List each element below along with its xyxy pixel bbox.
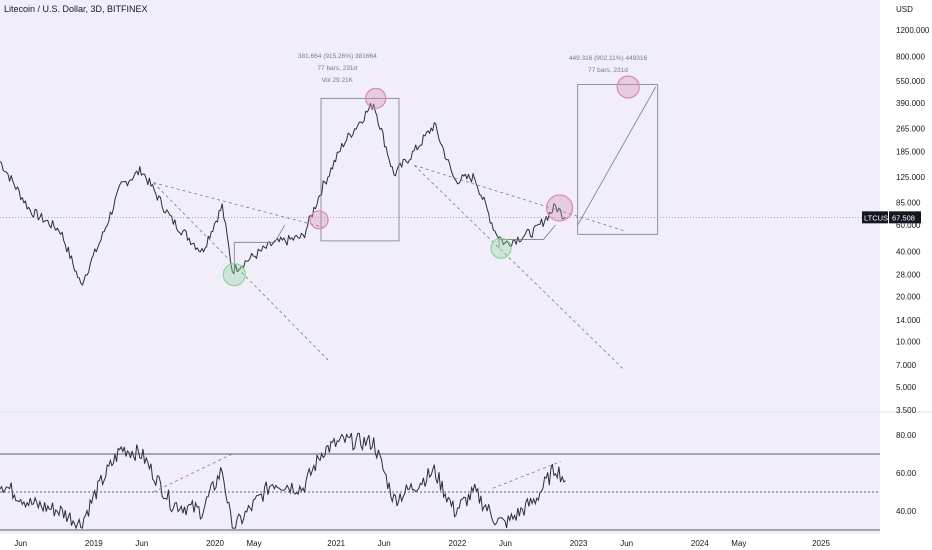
time-axis-label: 2019 bbox=[85, 539, 103, 548]
green-circle-low-1[interactable] bbox=[222, 263, 246, 287]
trend-line-upper-1[interactable] bbox=[153, 182, 324, 228]
time-axis-label: 2023 bbox=[570, 539, 588, 548]
pink-circle-target-2[interactable] bbox=[616, 75, 640, 99]
measure-1-label: 77 bars, 231d bbox=[317, 65, 357, 72]
price-tick-label: 7.000 bbox=[896, 361, 917, 370]
rsi-pane[interactable] bbox=[0, 432, 880, 531]
time-axis-label: May bbox=[731, 539, 746, 548]
time-axis-label: Jun bbox=[14, 539, 27, 548]
rsi-tick-label: 40.00 bbox=[896, 507, 917, 516]
green-circle-low-2[interactable] bbox=[490, 237, 512, 259]
price-tick-label: 85.000 bbox=[896, 198, 921, 207]
time-axis-label: Jun bbox=[499, 539, 512, 548]
price-pane[interactable] bbox=[0, 102, 880, 286]
trend-line-lower-2[interactable] bbox=[414, 165, 625, 370]
time-axis-label: 2020 bbox=[206, 539, 224, 548]
price-tick-label: 185.000 bbox=[896, 148, 925, 157]
current-symbol-label: LTCUSD bbox=[864, 213, 894, 222]
measure-diagonal-2[interactable] bbox=[577, 86, 657, 226]
price-tick-label: 60.000 bbox=[896, 221, 921, 230]
price-axis-currency: USD bbox=[896, 5, 913, 14]
price-tick-label: 20.000 bbox=[896, 293, 921, 302]
time-axis-label: Jun bbox=[135, 539, 148, 548]
chart-title: Litecoin / U.S. Dollar, 3D, BITFINEX bbox=[4, 4, 148, 14]
time-axis-label: 2024 bbox=[691, 539, 709, 548]
current-price-tag bbox=[889, 211, 921, 224]
price-tick-label: 125.000 bbox=[896, 173, 925, 182]
price-series-line[interactable] bbox=[0, 102, 566, 286]
trend-line-upper-2[interactable] bbox=[414, 164, 625, 232]
base-bracket-1[interactable] bbox=[233, 224, 286, 275]
price-tick-label: 10.000 bbox=[896, 338, 921, 347]
price-tick-label: 40.000 bbox=[896, 247, 921, 256]
pink-circle-breakout-2[interactable] bbox=[545, 194, 574, 222]
rsi-series-line[interactable] bbox=[0, 432, 566, 530]
time-axis-label: May bbox=[247, 539, 262, 548]
price-tick-label: 3.500 bbox=[896, 406, 917, 415]
price-tick-label: 390.000 bbox=[896, 99, 925, 108]
price-tick-label: 5.000 bbox=[896, 383, 917, 392]
pink-circle-target-1[interactable] bbox=[365, 87, 387, 109]
price-tick-label: 800.000 bbox=[896, 52, 925, 61]
time-axis-label: Jun bbox=[378, 539, 391, 548]
price-tick-label: 1200.000 bbox=[896, 26, 930, 35]
measure-2-label: 449.316 (902.11%) 449316 bbox=[569, 55, 648, 62]
rsi-pane-highlight bbox=[0, 412, 880, 534]
price-tick-label: 14.000 bbox=[896, 316, 921, 325]
price-tick-label: 265.000 bbox=[896, 124, 925, 133]
time-axis-label: 2025 bbox=[812, 539, 830, 548]
price-tick-label: 28.000 bbox=[896, 271, 921, 280]
current-price-label: 67.508 bbox=[892, 213, 915, 222]
measure-2-label: 77 bars, 231d bbox=[588, 67, 628, 74]
measure-1-label: Vol 29.21K bbox=[322, 77, 354, 84]
rsi-tick-label: 60.00 bbox=[896, 469, 917, 478]
time-axis-label: 2022 bbox=[449, 539, 467, 548]
rsi-tick-label: 80.00 bbox=[896, 431, 917, 440]
rsi-divergence-2[interactable] bbox=[492, 461, 561, 489]
base-bracket-2[interactable] bbox=[498, 224, 556, 249]
price-pane-highlight bbox=[0, 0, 880, 412]
measure-box-1[interactable] bbox=[320, 97, 400, 242]
pink-circle-breakout-1[interactable] bbox=[309, 210, 329, 230]
drawings-layer[interactable]: 381.664 (915.26%) 381664 77 bars, 231d Vol… bbox=[153, 53, 659, 493]
rsi-divergence-1[interactable] bbox=[153, 453, 233, 493]
time-axis-label: Jun bbox=[620, 539, 633, 548]
time-axis-label: 2021 bbox=[327, 539, 345, 548]
measure-1-label: 381.664 (915.26%) 381664 bbox=[298, 53, 377, 60]
price-tick-label: 550.000 bbox=[896, 77, 925, 86]
current-symbol-tag bbox=[862, 211, 888, 224]
